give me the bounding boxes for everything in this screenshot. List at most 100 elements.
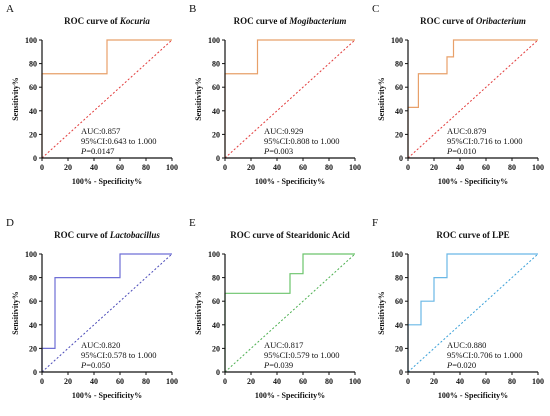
- x-axis-label: 100% - Specificity%: [255, 391, 325, 400]
- roc-chart: A ROC curve of Kocuria 0 20 40 60 80 100 0 20 40 60…: [6, 3, 178, 186]
- y-tick-label: 40: [29, 107, 37, 116]
- chart-title-prefix: ROC curve of: [64, 16, 120, 26]
- y-tick-label: 0: [216, 154, 220, 163]
- y-tick-label: 60: [212, 297, 220, 306]
- x-tick-label: 100: [532, 377, 544, 386]
- y-tick-label: 20: [29, 344, 37, 353]
- y-tick-label: 0: [399, 154, 403, 163]
- chart-title-subject: Oribacterium: [476, 16, 526, 26]
- roc-panel-a: A ROC curve of Kocuria 0 20 40 60 80 100 0 20 40 60…: [0, 0, 180, 200]
- y-tick-label: 100: [208, 36, 220, 45]
- chart-title-subject: LPE: [492, 230, 510, 240]
- x-tick-label: 20: [64, 377, 72, 386]
- panel-letter: C: [372, 3, 379, 15]
- y-tick-label: 40: [212, 321, 220, 330]
- p-value-label: P=0.039: [263, 360, 293, 370]
- chart-title-subject: Lactobacillus: [109, 230, 160, 240]
- x-tick-label: 0: [40, 163, 44, 172]
- chart-title-subject: Stearidonic Acid: [286, 230, 350, 240]
- y-tick-label: 100: [391, 250, 403, 259]
- auc-label: AUC:0.929: [264, 126, 303, 136]
- auc-label: AUC:0.879: [447, 126, 486, 136]
- roc-panel-f: F ROC curve of LPE 0 20 40 60 80 100 0 20 40 60 80 10…: [366, 214, 546, 414]
- p-value: =0.039: [269, 360, 293, 370]
- roc-panel-b: B ROC curve of Mogibacterium 0 20 40 60 80 100 0…: [183, 0, 363, 200]
- roc-panel-e: E ROC curve of Stearidonic Acid 0 20 40 60 80 1…: [183, 214, 363, 414]
- p-value-label: P=0.050: [80, 360, 110, 370]
- p-value-label: P=0.0147: [80, 146, 114, 156]
- roc-chart: D ROC curve of Lactobacillus 0 20 40 60 80 100 0…: [6, 217, 178, 400]
- p-value-label: P=0.020: [446, 360, 476, 370]
- auc-label: AUC:0.820: [81, 340, 120, 350]
- x-tick-label: 60: [116, 163, 124, 172]
- auc-label: AUC:0.880: [447, 340, 486, 350]
- x-tick-label: 40: [456, 377, 464, 386]
- y-tick-label: 20: [29, 130, 37, 139]
- chart-title: ROC curve of Lactobacillus: [54, 230, 160, 240]
- chart-title: ROC curve of Mogibacterium: [234, 16, 347, 26]
- y-tick-label: 0: [33, 154, 37, 163]
- x-tick-label: 80: [508, 163, 516, 172]
- y-tick-label: 60: [212, 83, 220, 92]
- x-tick-label: 100: [349, 377, 361, 386]
- ci-label: 95%CI:0.716 to 1.000: [447, 136, 523, 146]
- y-tick-label: 20: [395, 130, 403, 139]
- y-tick-label: 0: [399, 368, 403, 377]
- y-tick-label: 20: [395, 344, 403, 353]
- x-tick-label: 60: [482, 377, 490, 386]
- y-tick-label: 100: [25, 250, 37, 259]
- reference-diagonal-line: [224, 39, 356, 159]
- x-tick-label: 60: [116, 377, 124, 386]
- x-tick-label: 80: [325, 163, 333, 172]
- x-tick-label: 40: [273, 163, 281, 172]
- y-tick-label: 40: [212, 107, 220, 116]
- p-value: =0.010: [452, 146, 476, 156]
- x-tick-label: 100: [166, 163, 178, 172]
- chart-title-subject: Mogibacterium: [288, 16, 346, 26]
- x-tick-label: 40: [273, 377, 281, 386]
- y-tick-label: 40: [29, 321, 37, 330]
- x-tick-label: 40: [90, 377, 98, 386]
- y-tick-label: 80: [29, 274, 37, 283]
- ci-label: 95%CI:0.578 to 1.000: [81, 350, 157, 360]
- p-symbol: P: [80, 146, 86, 156]
- chart-title-subject: Kocuria: [119, 16, 151, 26]
- chart-title: ROC curve of Oribacterium: [420, 16, 526, 26]
- p-value: =0.003: [269, 146, 293, 156]
- x-tick-label: 80: [325, 377, 333, 386]
- auc-label: AUC:0.857: [81, 126, 120, 136]
- x-tick-label: 60: [299, 377, 307, 386]
- x-tick-label: 20: [247, 163, 255, 172]
- roc-panel-c: C ROC curve of Oribacterium 0 20 40 60 80 100 0 2…: [366, 0, 546, 200]
- x-tick-label: 20: [247, 377, 255, 386]
- x-axis-label: 100% - Specificity%: [72, 391, 142, 400]
- y-tick-label: 60: [29, 297, 37, 306]
- y-tick-label: 40: [395, 107, 403, 116]
- reference-diagonal-line: [41, 253, 173, 373]
- y-tick-label: 40: [395, 321, 403, 330]
- y-tick-label: 100: [25, 36, 37, 45]
- ci-label: 95%CI:0.808 to 1.000: [264, 136, 340, 146]
- y-tick-label: 80: [395, 60, 403, 69]
- chart-title-prefix: ROC curve of: [234, 16, 290, 26]
- x-tick-label: 20: [64, 163, 72, 172]
- roc-chart: C ROC curve of Oribacterium 0 20 40 60 80 100 0 2…: [372, 3, 544, 186]
- y-tick-label: 80: [212, 274, 220, 283]
- y-tick-label: 80: [212, 60, 220, 69]
- x-axis-label: 100% - Specificity%: [72, 177, 142, 186]
- p-symbol: P: [263, 360, 269, 370]
- y-axis-label: Sensitivity%: [11, 291, 20, 335]
- x-tick-label: 0: [223, 163, 227, 172]
- y-tick-label: 100: [391, 36, 403, 45]
- chart-title-prefix: ROC curve of: [230, 230, 286, 240]
- x-tick-label: 20: [430, 377, 438, 386]
- y-tick-label: 60: [395, 297, 403, 306]
- roc-panel-d: D ROC curve of Lactobacillus 0 20 40 60 80 100 0…: [0, 214, 180, 414]
- x-tick-label: 100: [349, 163, 361, 172]
- x-axis-label: 100% - Specificity%: [438, 177, 508, 186]
- chart-title: ROC curve of LPE: [436, 230, 509, 240]
- x-tick-label: 0: [406, 163, 410, 172]
- x-axis-label: 100% - Specificity%: [438, 391, 508, 400]
